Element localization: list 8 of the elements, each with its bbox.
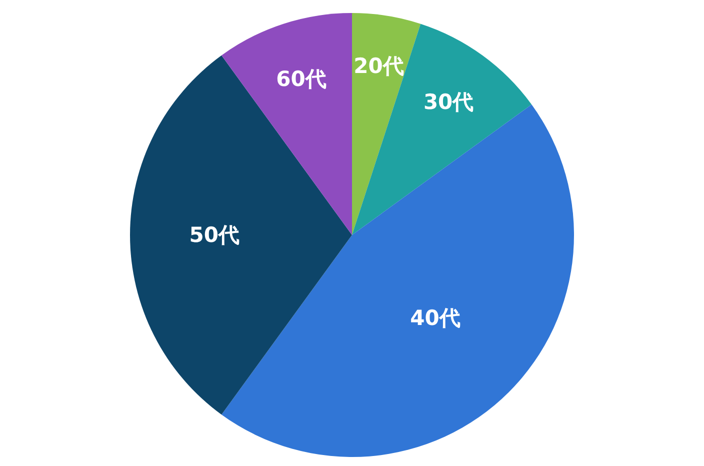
slice-label: 40代	[410, 306, 460, 330]
slice-label: 50代	[189, 223, 240, 247]
slice-label: 20代	[354, 54, 404, 78]
pie-slice	[130, 55, 352, 415]
pie-slice	[352, 24, 532, 235]
slice-label: 30代	[423, 90, 474, 114]
slice-label: 60代	[276, 66, 326, 91]
pie-slice	[352, 13, 421, 235]
